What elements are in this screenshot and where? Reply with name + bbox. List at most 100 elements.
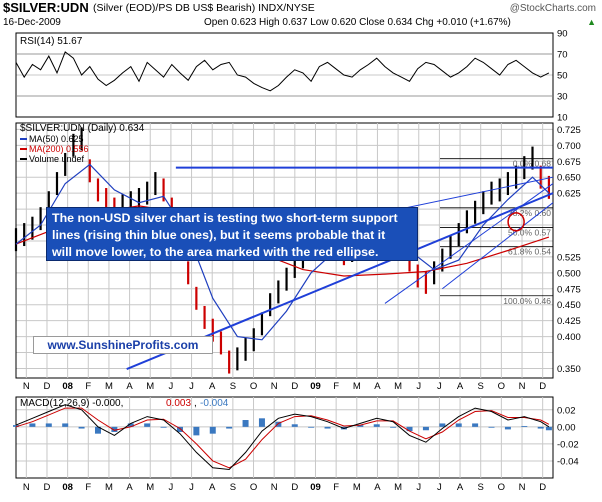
x-tick-label: D (44, 381, 51, 392)
x-tick-label: O (498, 482, 505, 493)
y-tick-label: -0.04 (557, 456, 579, 467)
fib-level-label: 50.0% 0.57 (508, 228, 551, 238)
y-tick-label: 0.625 (557, 189, 581, 200)
x-tick-label: 08 (62, 482, 73, 493)
x-tick-label: A (457, 482, 464, 493)
x-tick-label: A (209, 381, 216, 392)
macd-signal-value: 0.003 (166, 398, 191, 409)
chart-panels: 10 30 50 70 90 RSI(14) 51.67 0.350 0.400 0.425 0.… (13, 29, 581, 493)
macd-histogram-bar (472, 423, 479, 427)
y-tick-label: 0.700 (557, 141, 581, 152)
x-tick-label: J (416, 381, 421, 392)
x-tick-label: S (230, 482, 236, 493)
y-tick-label: 0.02 (557, 405, 576, 416)
x-tick-label: A (126, 482, 133, 493)
x-tick-label: J (189, 482, 194, 493)
x-tick-label: M (394, 482, 402, 493)
macd-histogram-bar (13, 425, 19, 427)
macd-histogram-bar (308, 426, 315, 428)
macd-histogram-bar (422, 426, 429, 431)
analysis-note-line: The non-USD silver chart is testing two … (52, 211, 398, 225)
macd-signal-line (15, 407, 550, 469)
x-tick-label: J (437, 482, 442, 493)
x-tick-label: M (146, 381, 154, 392)
macd-histogram-bar (455, 423, 462, 427)
short-term-support-line (442, 202, 554, 290)
macd-histogram-bar (29, 423, 36, 427)
x-tick-label: J (169, 482, 174, 493)
x-tick-label: F (85, 482, 91, 493)
x-tick-label: M (105, 381, 113, 392)
y-tick-label: 0.350 (557, 364, 581, 375)
x-tick-label: F (333, 482, 339, 493)
y-tick-label: 90 (557, 29, 568, 40)
macd-histogram-bar (160, 426, 167, 428)
y-tick-label: 0.500 (557, 268, 581, 279)
macd-histogram-bar (242, 420, 249, 427)
target-area-ellipse (507, 212, 525, 232)
macd-histogram-bar (291, 424, 298, 427)
x-tick-label: M (146, 482, 154, 493)
x-tick-label: D (291, 482, 298, 493)
short-term-support-line (384, 183, 554, 304)
x-tick-label: N (23, 381, 30, 392)
macd-histogram-bar (504, 426, 511, 430)
rsi-line (15, 51, 550, 92)
x-tick-label: J (437, 381, 442, 392)
quote-line: Open 0.623 High 0.637 Low 0.620 Close 0.… (204, 17, 511, 28)
y-tick-label: 50 (557, 71, 568, 82)
fib-level-label: 61.8% 0.54 (508, 247, 551, 257)
price-legend-title: $SILVER:UDN (Daily) 0.634 (20, 123, 145, 134)
x-tick-label: 09 (310, 482, 321, 493)
x-tick-label: A (126, 381, 133, 392)
x-tick-label: 09 (310, 381, 321, 392)
quote-up-marker: ▲ (587, 17, 596, 27)
x-tick-label: M (105, 482, 113, 493)
y-tick-label: 10 (557, 113, 568, 124)
macd-histogram-bar (439, 423, 446, 427)
macd-histogram-bar (45, 423, 52, 427)
x-tick-label: D (44, 482, 51, 493)
macd-histogram-bar (111, 426, 118, 432)
macd-histogram-bar (258, 418, 265, 427)
x-tick-label: M (353, 381, 361, 392)
macd-histogram-bar (357, 425, 364, 427)
chart-symbol: $SILVER:UDN (3, 0, 89, 15)
ma50-line (15, 163, 550, 341)
x-tick-label: 08 (62, 381, 73, 392)
x-tick-label: M (394, 381, 402, 392)
x-tick-label: M (353, 482, 361, 493)
macd-histogram-bar (226, 426, 233, 429)
macd-histogram-bar (373, 424, 380, 427)
fib-level-label: 100.0% 0.46 (503, 296, 551, 306)
x-tick-label: N (271, 482, 278, 493)
x-tick-label: S (478, 381, 484, 392)
macd-histogram-bar (406, 426, 413, 432)
y-tick-label: 0.00 (557, 422, 576, 433)
x-tick-label: F (85, 381, 91, 392)
x-tick-label: S (230, 381, 236, 392)
x-tick-label: O (250, 482, 257, 493)
legend-entry: MA(50) 0.625 (29, 134, 84, 144)
macd-histogram-bar (521, 425, 528, 427)
x-tick-label: A (457, 381, 464, 392)
macd-histogram-bar (127, 423, 134, 427)
macd-histogram-bar (62, 423, 69, 427)
y-tick-label: 0.475 (557, 284, 581, 295)
macd-histogram-bar (488, 426, 495, 428)
macd-histogram-bar (193, 426, 200, 436)
x-tick-label: N (271, 381, 278, 392)
x-tick-label: D (539, 381, 546, 392)
x-tick-label: N (23, 482, 30, 493)
macd-histogram-bar (94, 426, 101, 434)
y-tick-label: 0.425 (557, 316, 581, 327)
macd-line (15, 404, 550, 471)
macd-histogram-bar (324, 426, 331, 429)
analysis-note: The non-USD silver chart is testing two … (46, 207, 418, 261)
macd-histogram-bar (209, 426, 216, 434)
rsi-title: RSI(14) 51.67 (20, 36, 83, 47)
x-tick-label: F (333, 381, 339, 392)
macd-histogram-bar (537, 426, 544, 429)
legend-entry: MA(200) 0.556 (29, 144, 89, 154)
